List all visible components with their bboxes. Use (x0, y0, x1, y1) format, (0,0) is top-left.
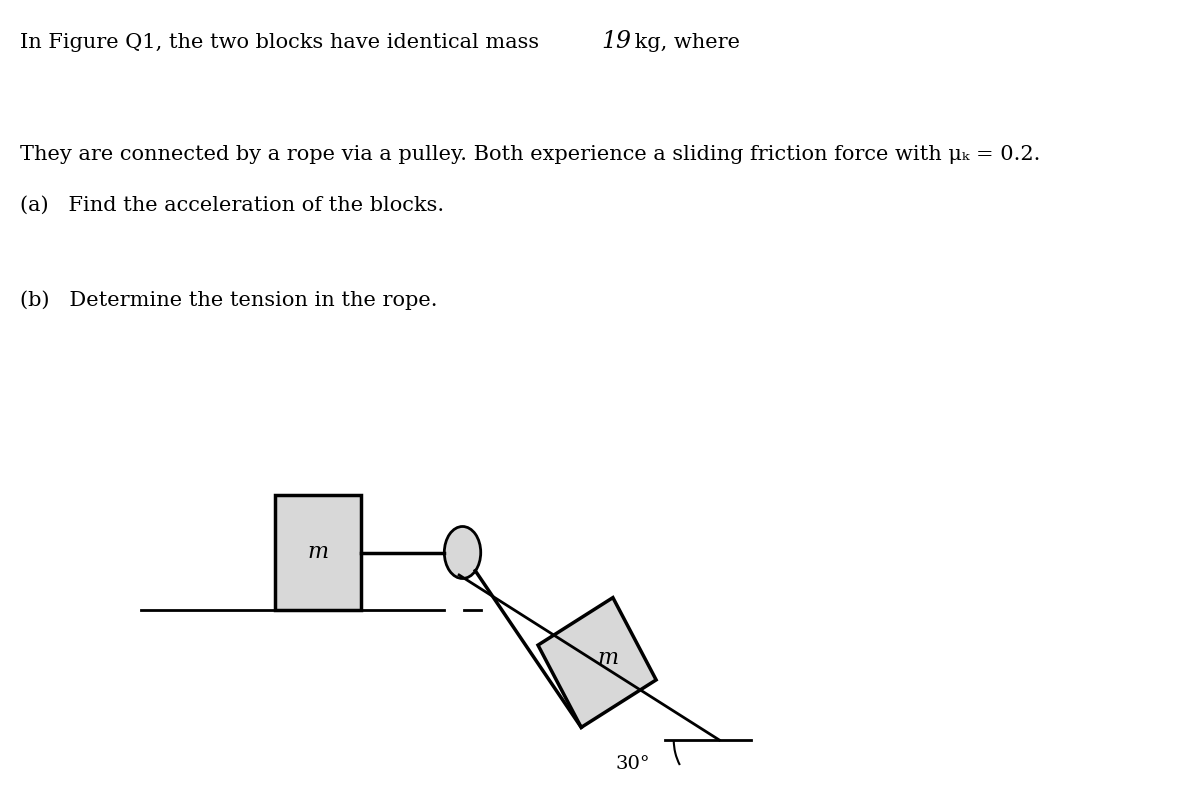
Text: m: m (307, 542, 329, 564)
Text: (a)   Find the acceleration of the blocks.: (a) Find the acceleration of the blocks. (20, 195, 444, 214)
Text: They are connected by a rope via a pulley. Both experience a sliding friction fo: They are connected by a rope via a pulle… (20, 145, 1040, 164)
Bar (275, 495, 361, 610)
Text: 19: 19 (601, 30, 631, 53)
Text: m: m (598, 646, 618, 669)
Text: 30°: 30° (616, 755, 650, 773)
Ellipse shape (444, 526, 481, 579)
Text: (b)   Determine the tension in the rope.: (b) Determine the tension in the rope. (20, 290, 438, 310)
Text: In Figure Q1, the two blocks have identical mass: In Figure Q1, the two blocks have identi… (20, 33, 539, 52)
Text: kg, where: kg, where (629, 33, 740, 52)
Polygon shape (538, 598, 656, 727)
